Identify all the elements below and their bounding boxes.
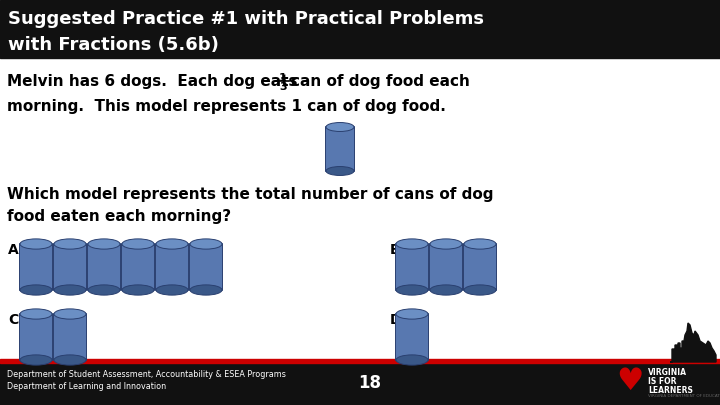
FancyBboxPatch shape: [464, 243, 497, 290]
Polygon shape: [670, 323, 716, 362]
Ellipse shape: [20, 285, 52, 295]
FancyBboxPatch shape: [395, 243, 428, 290]
Text: Department of Student Assessment, Accountability & ESEA Programs: Department of Student Assessment, Accoun…: [7, 370, 286, 379]
Text: B.: B.: [390, 243, 406, 257]
FancyBboxPatch shape: [19, 243, 53, 290]
Text: A.: A.: [8, 243, 24, 257]
Ellipse shape: [464, 239, 496, 249]
Ellipse shape: [396, 355, 428, 365]
Text: morning.  This model represents 1 can of dog food.: morning. This model represents 1 can of …: [7, 99, 446, 114]
Text: LEARNERS: LEARNERS: [648, 386, 693, 395]
Ellipse shape: [54, 239, 86, 249]
Text: 1: 1: [279, 73, 287, 83]
Bar: [0, 0, 720, 58]
Text: with Fractions (5.6b): with Fractions (5.6b): [8, 36, 219, 54]
Ellipse shape: [326, 123, 354, 132]
Ellipse shape: [88, 239, 120, 249]
FancyBboxPatch shape: [19, 313, 53, 360]
Ellipse shape: [54, 285, 86, 295]
Ellipse shape: [122, 239, 154, 249]
Ellipse shape: [190, 285, 222, 295]
Text: D.: D.: [390, 313, 407, 327]
Ellipse shape: [88, 285, 120, 295]
Ellipse shape: [20, 239, 52, 249]
Text: !: !: [716, 337, 720, 350]
Text: VIRGINIA DEPARTMENT OF EDUCATION: VIRGINIA DEPARTMENT OF EDUCATION: [648, 394, 720, 398]
FancyBboxPatch shape: [325, 126, 354, 171]
Ellipse shape: [156, 285, 188, 295]
Text: food eaten each morning?: food eaten each morning?: [7, 209, 231, 224]
Ellipse shape: [20, 355, 52, 365]
FancyBboxPatch shape: [88, 243, 120, 290]
Text: C.: C.: [8, 313, 24, 327]
Bar: [0, 359, 720, 363]
Ellipse shape: [396, 309, 428, 319]
Ellipse shape: [156, 239, 188, 249]
Text: ♥: ♥: [616, 367, 644, 396]
Ellipse shape: [430, 285, 462, 295]
Text: 3: 3: [279, 82, 287, 92]
Text: Melvin has 6 dogs.  Each dog eats: Melvin has 6 dogs. Each dog eats: [7, 74, 297, 89]
FancyBboxPatch shape: [53, 243, 86, 290]
Ellipse shape: [20, 309, 52, 319]
FancyBboxPatch shape: [156, 243, 189, 290]
Text: 18: 18: [359, 374, 382, 392]
Ellipse shape: [396, 285, 428, 295]
Ellipse shape: [326, 166, 354, 175]
Text: Suggested Practice #1 with Practical Problems: Suggested Practice #1 with Practical Pro…: [8, 10, 484, 28]
FancyBboxPatch shape: [122, 243, 155, 290]
Text: IS FOR: IS FOR: [648, 377, 677, 386]
Ellipse shape: [54, 355, 86, 365]
Ellipse shape: [464, 285, 496, 295]
Text: Which model represents the total number of cans of dog: Which model represents the total number …: [7, 187, 493, 202]
FancyBboxPatch shape: [189, 243, 222, 290]
FancyBboxPatch shape: [53, 313, 86, 360]
FancyBboxPatch shape: [395, 313, 428, 360]
Ellipse shape: [54, 309, 86, 319]
Ellipse shape: [122, 285, 154, 295]
FancyBboxPatch shape: [430, 243, 462, 290]
Text: VIRGINIA: VIRGINIA: [648, 368, 687, 377]
Bar: [0, 363, 720, 405]
Text: can of dog food each: can of dog food each: [291, 74, 470, 89]
Ellipse shape: [396, 239, 428, 249]
Text: Department of Learning and Innovation: Department of Learning and Innovation: [7, 382, 166, 391]
Ellipse shape: [190, 239, 222, 249]
Ellipse shape: [430, 239, 462, 249]
